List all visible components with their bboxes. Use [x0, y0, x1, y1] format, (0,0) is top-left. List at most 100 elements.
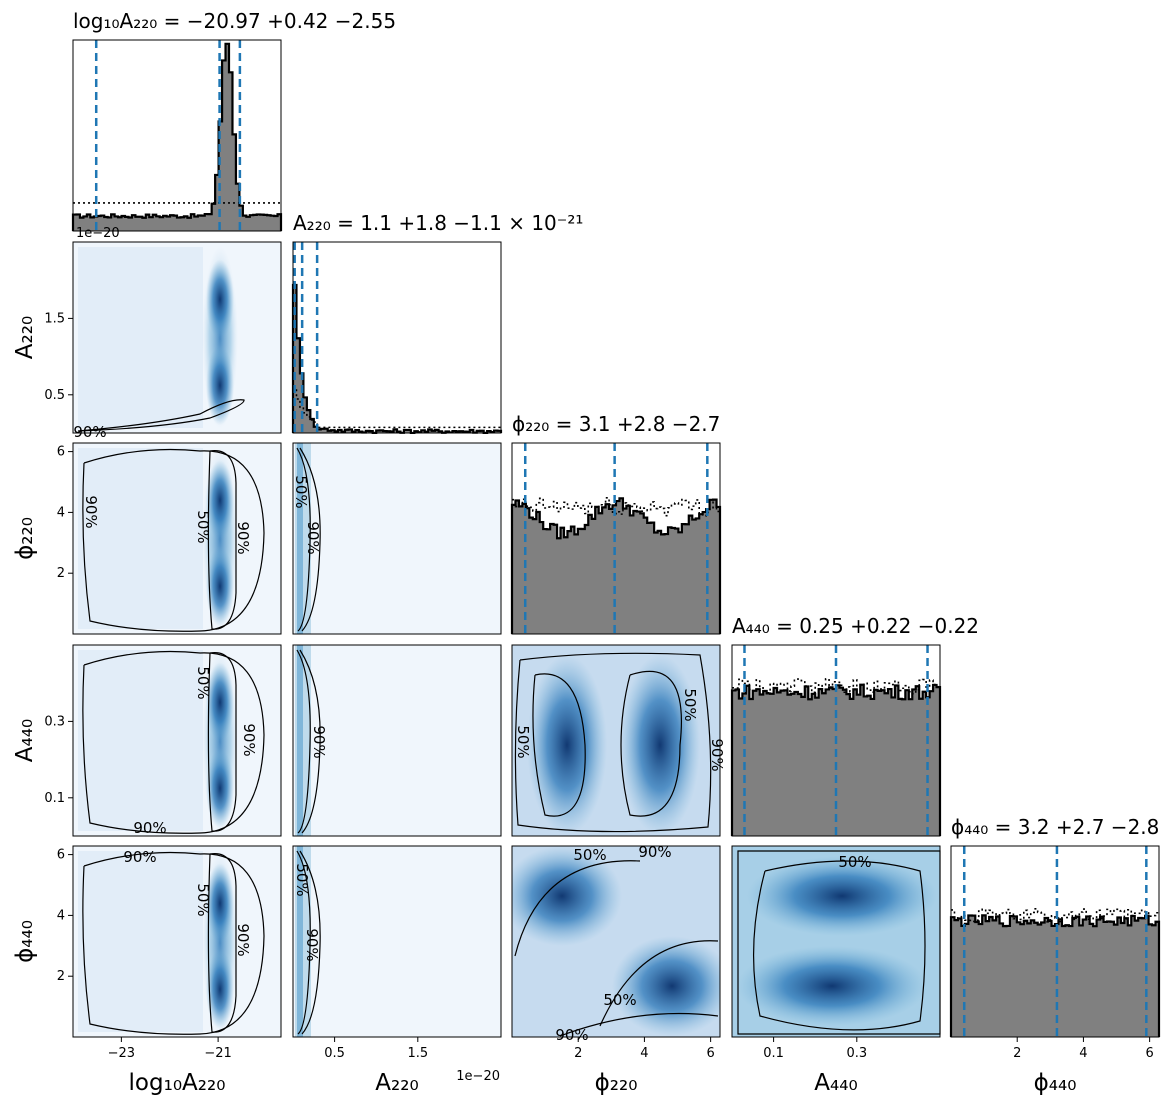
contour-label-0: 90%: [73, 423, 106, 441]
contour-label-3: 90%: [82, 495, 100, 528]
panel-2d-A440-phi440: [732, 846, 940, 1037]
ytick-label-A440-1: 0.3: [44, 714, 65, 729]
density-background: [293, 443, 501, 634]
contour-label-14: 90%: [303, 928, 321, 961]
offset-text-A220: 1e−20: [456, 1069, 500, 1084]
xtick-label-A220-1: 1.5: [407, 1046, 428, 1061]
prior-histogram-A220: [293, 386, 501, 429]
contour-label-17: 90%: [708, 738, 726, 771]
density-background: [293, 846, 501, 1037]
contour-90-logA220-phi440: [82, 851, 265, 1035]
contour-label-2: 90%: [234, 521, 252, 554]
ytick-label-A220-1: 1.5: [44, 311, 65, 326]
panel-frame: [72, 442, 282, 635]
offset-text-log10A220: 1e−20: [76, 226, 120, 241]
contour-label-8: 50%: [194, 883, 212, 916]
panel-2d-log10A220-phi440: [73, 846, 281, 1037]
xtick-label-log10A220-1: −21: [204, 1046, 231, 1061]
contour-label-20: 50%: [603, 991, 636, 1009]
contour-label-12: 90%: [310, 725, 328, 758]
ytick-label-A220-0: 0.5: [44, 388, 65, 403]
title-log10A220: log₁₀A₂₂₀ = −20.97 +0.42 −2.55: [73, 9, 396, 33]
contour-label-15: 50%: [514, 725, 532, 758]
panel-frame: [511, 644, 721, 837]
ytick-label-phi220-0: 2: [57, 566, 65, 581]
panel-frame: [511, 845, 721, 1038]
posterior-histogram-phi440: [951, 915, 1159, 1037]
title-A440: A₄₄₀ = 0.25 +0.22 −0.22: [732, 614, 979, 638]
panel-2d-log10A220-A440: [73, 645, 281, 836]
title-A220: A₂₂₀ = 1.1 +1.8 −1.1 × 10⁻²¹: [293, 211, 583, 235]
contour-label-13: 50%: [293, 863, 311, 896]
xaxis-label-phi440: ϕ₄₄₀: [1034, 1070, 1077, 1096]
contour-A220-outer-phi440: [299, 850, 321, 1035]
posterior-outline-phi440: [949, 914, 1161, 1037]
panel-frame: [292, 644, 502, 837]
panel-2d-A220-phi440: [293, 846, 501, 1037]
contour-A220-outer-A440: [299, 649, 321, 834]
contour-50-A440-phi440: [753, 860, 926, 1031]
ytick-label-phi220-1: 4: [57, 505, 65, 520]
panel-frame: [72, 845, 282, 1038]
posterior-outline-A220: [291, 283, 503, 435]
diag-frame-phi220: [511, 442, 721, 635]
contour-label-9: 90%: [234, 923, 252, 956]
ytick-label-phi440-1: 4: [57, 908, 65, 923]
contour-label-19: 90%: [638, 843, 671, 861]
xtick-label-phi220-1: 4: [640, 1046, 648, 1061]
density-background: [293, 645, 501, 836]
panel-2d-A220-phi220: [293, 443, 501, 634]
diag-frame-A440: [731, 644, 941, 837]
xaxis-label-A220: A₂₂₀: [375, 1070, 418, 1096]
posterior-histogram-A220: [293, 285, 501, 433]
panel-frame: [72, 644, 282, 837]
diag-frame-phi440: [950, 845, 1160, 1038]
contour-label-1: 50%: [194, 510, 212, 543]
contour-label-10: 50%: [292, 475, 310, 508]
xtick-label-A220-0: 0.5: [324, 1046, 345, 1061]
contour-label-22: 50%: [838, 853, 871, 871]
xaxis-label-log10A220: log₁₀A₂₂₀: [129, 1070, 226, 1096]
contour-A220-outer-phi220: [299, 447, 321, 632]
contour-label-21: 90%: [555, 1026, 588, 1044]
xtick-label-phi440-2: 6: [1145, 1046, 1153, 1061]
contour-90-logA220-A220: [77, 399, 245, 432]
diag-frame-log10A220: [72, 39, 282, 232]
yaxis-label-phi220: ϕ₂₂₀: [12, 517, 38, 560]
contour-50-phi220-phi440-a: [514, 860, 641, 957]
xtick-label-phi440-1: 4: [1079, 1046, 1087, 1061]
contour-label-16: 50%: [681, 688, 699, 721]
title-phi440: ϕ₄₄₀ = 3.2 +2.7 −2.8: [951, 815, 1159, 839]
contour-50-phi220-phi440-b: [599, 940, 719, 1027]
xtick-label-phi220-2: 6: [706, 1046, 714, 1061]
xaxis-label-A440: A₄₄₀: [814, 1070, 857, 1096]
posterior-histogram-log10A220: [73, 43, 281, 231]
ytick-label-A440-0: 0.1: [44, 791, 65, 806]
posterior-outline-phi220: [510, 497, 722, 634]
yaxis-label-A440: A₄₄₀: [12, 719, 38, 762]
contour-90-logA220-phi220: [82, 448, 265, 632]
diag-frame-A220: [292, 241, 502, 434]
xtick-label-A440-0: 0.1: [763, 1046, 784, 1061]
contour-label-6: 90%: [133, 819, 166, 837]
ytick-label-phi440-0: 2: [57, 969, 65, 984]
xtick-label-phi440-0: 2: [1013, 1046, 1021, 1061]
panel-2d-A220-A440: [293, 645, 501, 836]
panel-frame: [292, 442, 502, 635]
panel-frame: [72, 241, 282, 434]
contour-label-5: 90%: [240, 723, 258, 756]
panel-2d-log10A220-A220: [73, 242, 281, 433]
ytick-label-phi440-2: 6: [57, 848, 65, 863]
contour-A220-A440: [296, 649, 311, 834]
xtick-label-A440-1: 0.3: [846, 1046, 867, 1061]
title-phi220: ϕ₂₂₀ = 3.1 +2.8 −2.7: [512, 412, 720, 436]
contour-90-phi220-phi440: [559, 1012, 719, 1037]
contour-90-logA220-A440: [82, 650, 265, 834]
contour-90-phi220-A440: [514, 652, 712, 833]
xaxis-label-phi220: ϕ₂₂₀: [595, 1070, 638, 1096]
contour-label-18: 50%: [573, 846, 606, 864]
yaxis-label-A220: A₂₂₀: [12, 316, 38, 359]
contour-A220-phi220: [296, 447, 311, 632]
yaxis-label-phi440: ϕ₄₄₀: [12, 920, 38, 963]
